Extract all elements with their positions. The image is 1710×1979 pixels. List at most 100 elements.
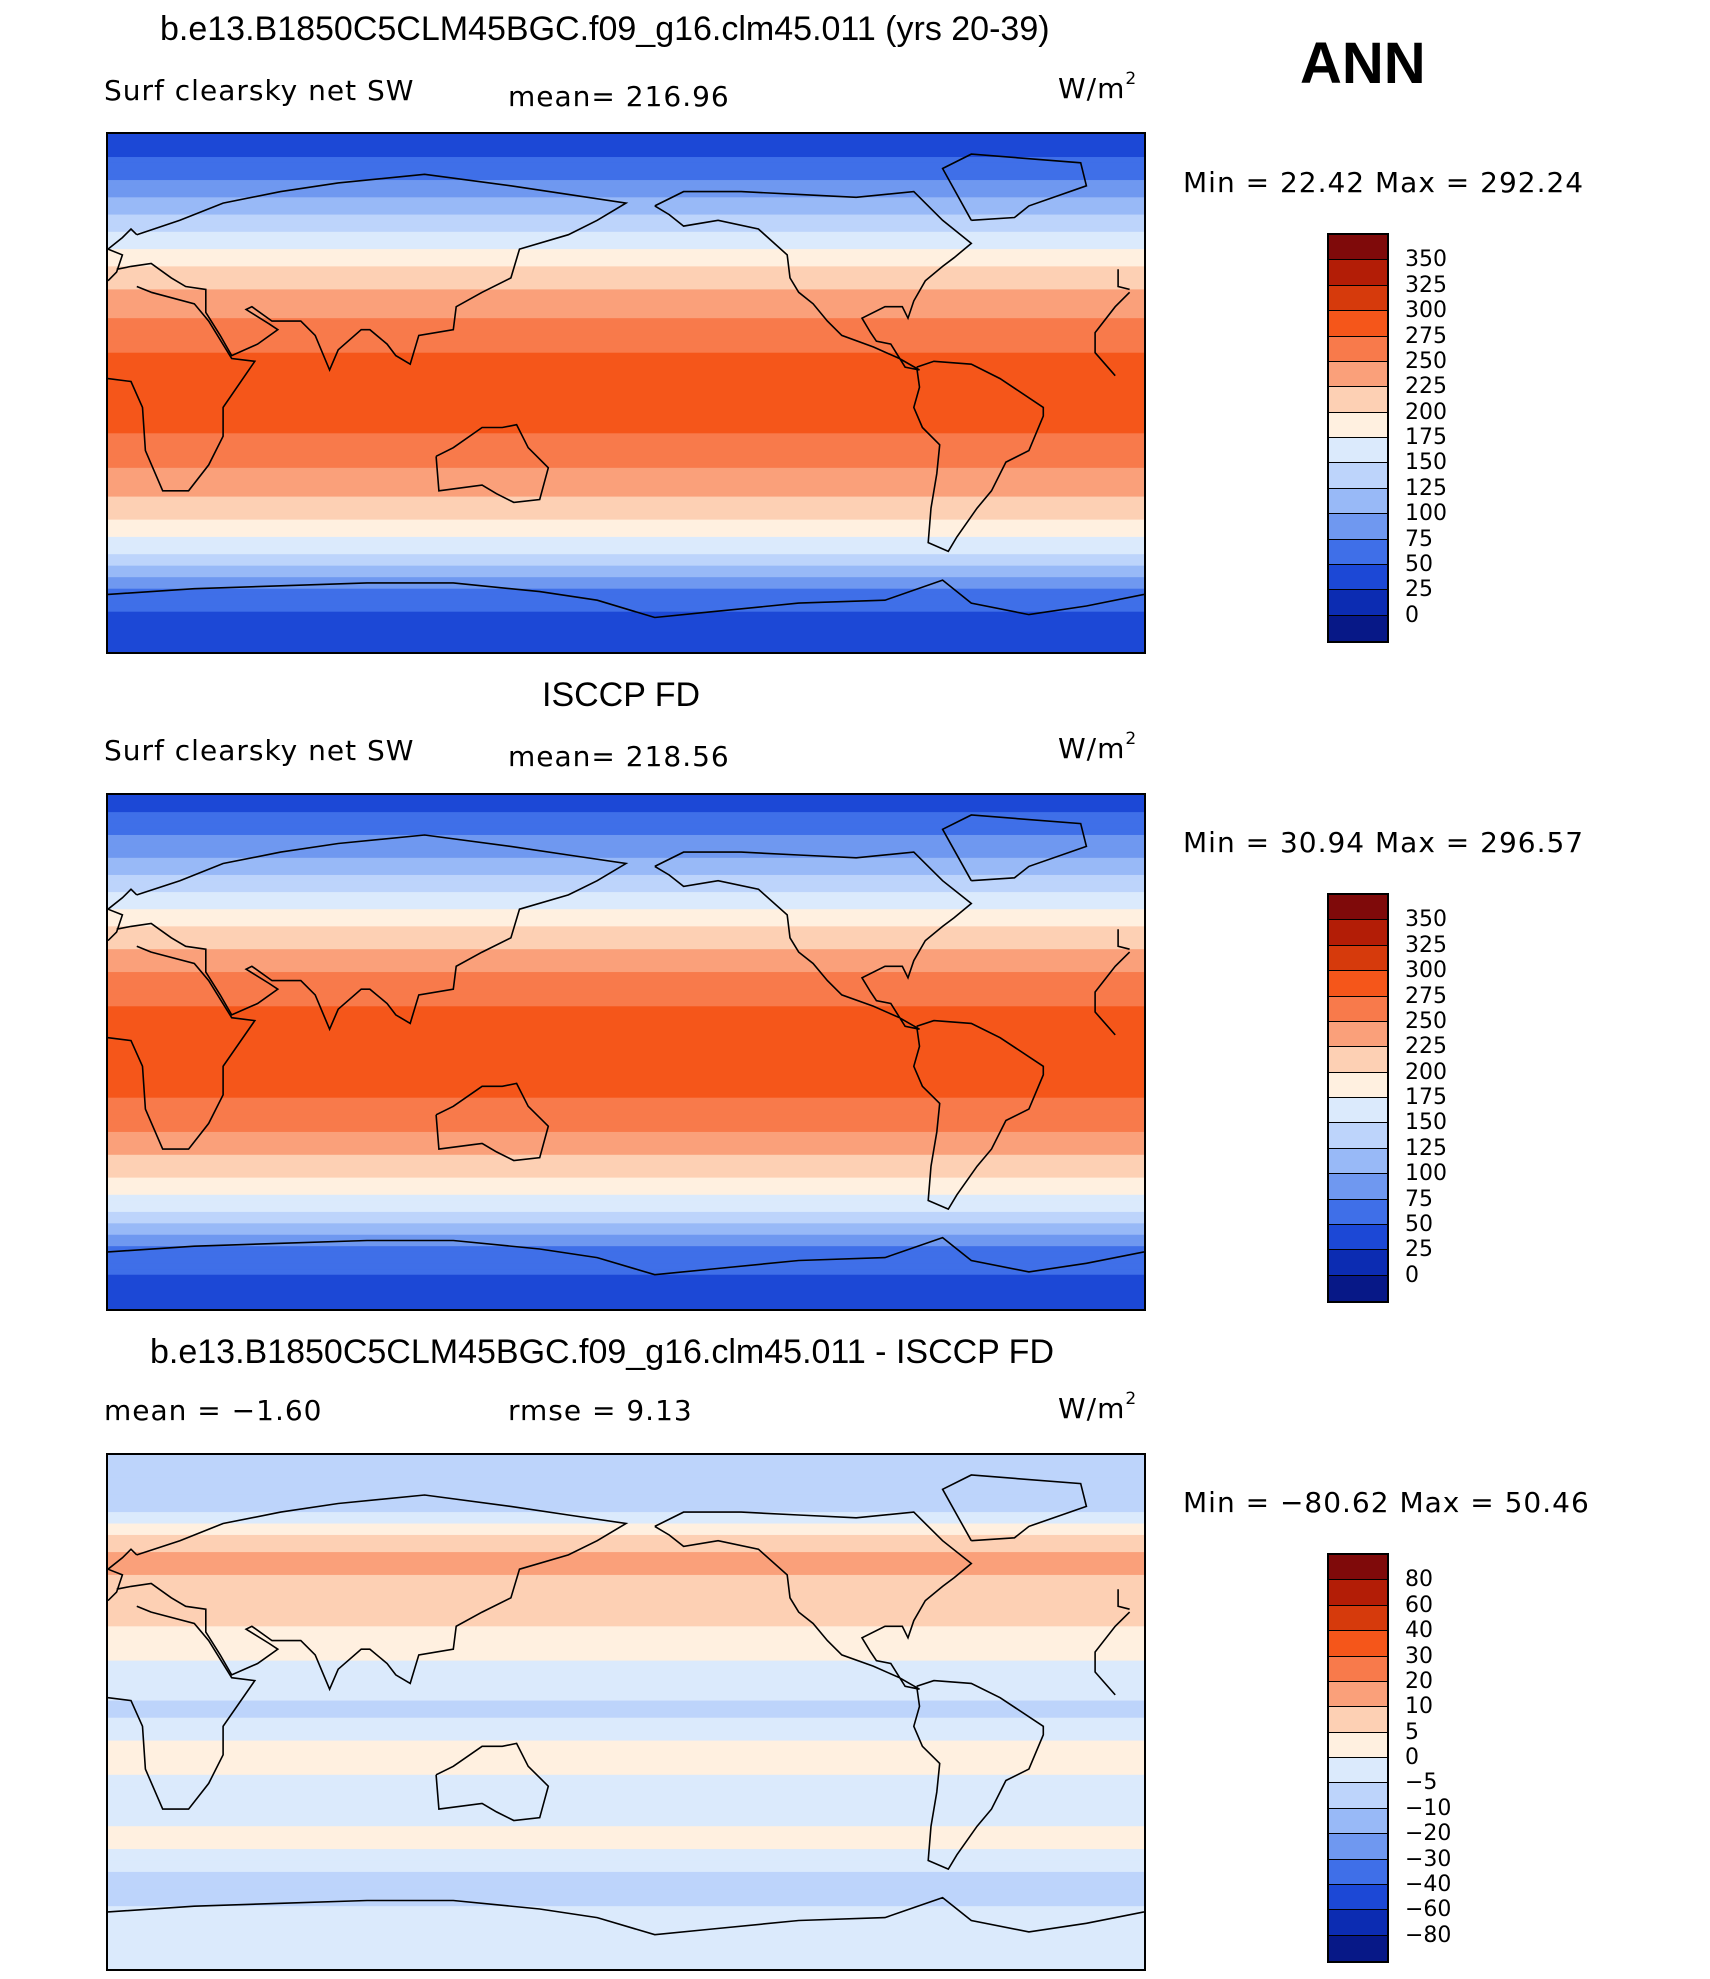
latitude-band [108, 323, 1144, 331]
latitude-band [108, 1814, 1144, 1822]
latitude-band [108, 277, 1144, 285]
latitude-band [108, 1592, 1144, 1599]
latitude-band [108, 628, 1144, 636]
latitude-band [108, 1257, 1144, 1264]
latitude-band [108, 1126, 1144, 1133]
colorbar-segment [1329, 1884, 1387, 1911]
latitude-band [108, 1906, 1144, 1913]
latitude-band [108, 1717, 1144, 1725]
latitude-band [108, 295, 1144, 302]
colorbar-tick-label: 100 [1405, 501, 1447, 527]
coastline [108, 945, 1131, 1150]
latitude-band [108, 1729, 1144, 1736]
latitude-band [108, 1677, 1144, 1685]
colorbar-segment [1329, 1174, 1387, 1200]
latitude-band [108, 1046, 1144, 1053]
latitude-band [108, 1472, 1144, 1479]
coastline [435, 1082, 550, 1162]
latitude-band [108, 1791, 1144, 1799]
latitude-band [108, 1512, 1144, 1519]
colorbar-segment [1329, 412, 1387, 438]
latitude-band [108, 840, 1144, 847]
colorbar-segment [1329, 564, 1387, 591]
latitude-band [108, 1206, 1144, 1213]
latitude-band [108, 1751, 1144, 1759]
latitude-band [108, 817, 1144, 825]
latitude-band [108, 886, 1144, 893]
latitude-band [108, 191, 1144, 198]
latitude-band [108, 1786, 1144, 1793]
colorbar-tick-label: 125 [1405, 1135, 1447, 1161]
latitude-band [108, 168, 1144, 175]
latitude-band [108, 335, 1144, 342]
colorbar-tick-label: 125 [1405, 475, 1447, 501]
latitude-band [108, 1455, 1144, 1462]
latitude-band [108, 1137, 1144, 1144]
colorbar-tick-label: 20 [1405, 1668, 1433, 1694]
colorbar-segment [1329, 1910, 1387, 1936]
latitude-band [108, 1303, 1144, 1309]
latitude-band [108, 1217, 1144, 1224]
latitude-band [108, 1000, 1144, 1007]
latitude-band [108, 1626, 1144, 1633]
latitude-band [108, 1797, 1144, 1804]
latitude-band [108, 582, 1144, 590]
latitude-band [108, 972, 1144, 979]
latitude-band [108, 531, 1144, 538]
latitude-band [108, 1274, 1144, 1282]
latitude-band [108, 1160, 1144, 1167]
latitude-band [108, 1740, 1144, 1747]
latitude-band [108, 485, 1144, 492]
latitude-band [108, 387, 1144, 394]
latitude-band [108, 1809, 1144, 1816]
latitude-band [108, 1483, 1144, 1490]
latitude-band [108, 369, 1144, 377]
latitude-band [108, 863, 1144, 870]
colorbar-segment [1329, 1656, 1387, 1682]
coastline [941, 814, 1088, 882]
latitude-band [108, 341, 1144, 348]
latitude-band [108, 1023, 1144, 1030]
latitude-band [108, 404, 1144, 411]
latitude-band [108, 1894, 1144, 1902]
latitude-band [108, 983, 1144, 990]
coastline [108, 1236, 1144, 1276]
colorbar-tick-label: 75 [1405, 1186, 1433, 1212]
latitude-band [108, 260, 1144, 267]
coastline [912, 1019, 1045, 1211]
latitude-band [108, 174, 1144, 181]
latitude-band [108, 1466, 1144, 1473]
colorbar-segment [1329, 1098, 1387, 1124]
coastline [108, 1494, 1130, 1692]
minmax-label: Min = 22.42 Max = 292.24 [1183, 166, 1585, 199]
latitude-band [108, 1940, 1144, 1947]
coastline [912, 1679, 1045, 1871]
colorbar-tick-label: 100 [1405, 1161, 1447, 1187]
colorbar-segment [1329, 311, 1387, 337]
coastline [912, 360, 1045, 553]
latitude-band [108, 1143, 1144, 1150]
colorbar-tick-label: −40 [1405, 1871, 1452, 1897]
latitude-band [108, 1586, 1144, 1593]
latitude-band [108, 1911, 1144, 1919]
latitude-band [108, 1029, 1144, 1036]
latitude-band [108, 1080, 1144, 1087]
latitude-band [108, 318, 1144, 325]
latitude-band [108, 208, 1144, 216]
latitude-band [108, 312, 1144, 319]
latitude-band [108, 306, 1144, 314]
colorbar-tick-label: −5 [1405, 1770, 1438, 1796]
colorbar-segment [1329, 1123, 1387, 1149]
latitude-band [108, 1597, 1144, 1605]
latitude-band [108, 1643, 1144, 1650]
latitude-band [108, 869, 1144, 876]
colorbar-tick-label: 10 [1405, 1694, 1433, 1720]
latitude-band [108, 272, 1144, 279]
latitude-band [108, 433, 1144, 440]
colorbar-segment [1329, 514, 1387, 540]
latitude-band [108, 926, 1144, 933]
latitude-band [108, 1529, 1144, 1536]
colorbar-tick-label: 0 [1405, 1745, 1419, 1770]
latitude-band [108, 513, 1144, 521]
latitude-band [108, 1763, 1144, 1770]
